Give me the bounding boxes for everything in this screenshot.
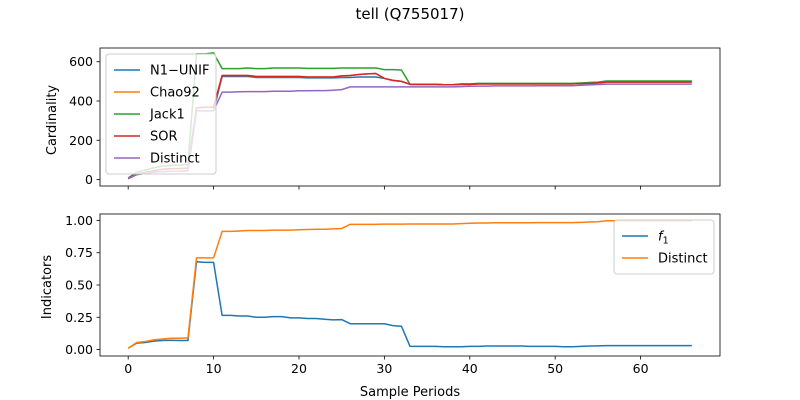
y-tick-label: 0.75	[65, 245, 93, 260]
legend-label: Distinct	[658, 252, 708, 267]
cardinality-plot: 0 200 400 600 N1−UNIF Chao92 Jack1 SOR Distinct	[69, 47, 721, 190]
plot-frame	[99, 47, 721, 187]
x-tick-label: 10	[206, 361, 222, 376]
y-tick-label: 0.25	[65, 310, 93, 325]
series-line-distinct	[127, 219, 692, 349]
legend-label: N1−UNIF	[150, 64, 209, 79]
bottom-x-axis-label: Sample Periods	[360, 385, 460, 400]
indicators-plot: 0 10 20 30 40 50 60 0.00 0.25 0.50 0.75 1.00 f1 Disti…	[65, 213, 721, 376]
y-tick-label: 0	[85, 172, 93, 187]
figure-title: tell (Q755017)	[356, 5, 465, 23]
y-tick-label: 0.50	[65, 278, 93, 293]
top-y-axis-label: Cardinality	[45, 85, 60, 156]
y-tick-label: 400	[69, 94, 93, 109]
legend-label: f1	[658, 230, 669, 247]
legend-label: SOR	[150, 130, 178, 145]
x-tick-label: 30	[376, 361, 392, 376]
y-tick-label: 1.00	[65, 213, 93, 228]
x-tick-label: 0	[124, 361, 132, 376]
legend-box	[613, 219, 715, 275]
y-tick-label: 200	[69, 133, 93, 148]
x-tick-label: 60	[633, 361, 649, 376]
y-tick-label: 0.00	[65, 342, 93, 357]
series-line-f1	[127, 261, 692, 349]
bottom-y-axis-label: Indicators	[40, 255, 55, 319]
legend-label: Jack1	[149, 108, 185, 123]
series-line-sor	[127, 72, 692, 180]
legend-box	[105, 53, 217, 175]
x-tick-label: 20	[291, 361, 307, 376]
x-tick-label: 40	[462, 361, 478, 376]
legend-label: Distinct	[150, 152, 200, 167]
series-line-distinct	[127, 83, 692, 180]
legend-label: Chao92	[150, 86, 200, 101]
x-tick-label: 50	[547, 361, 563, 376]
y-tick-label: 600	[69, 54, 93, 69]
